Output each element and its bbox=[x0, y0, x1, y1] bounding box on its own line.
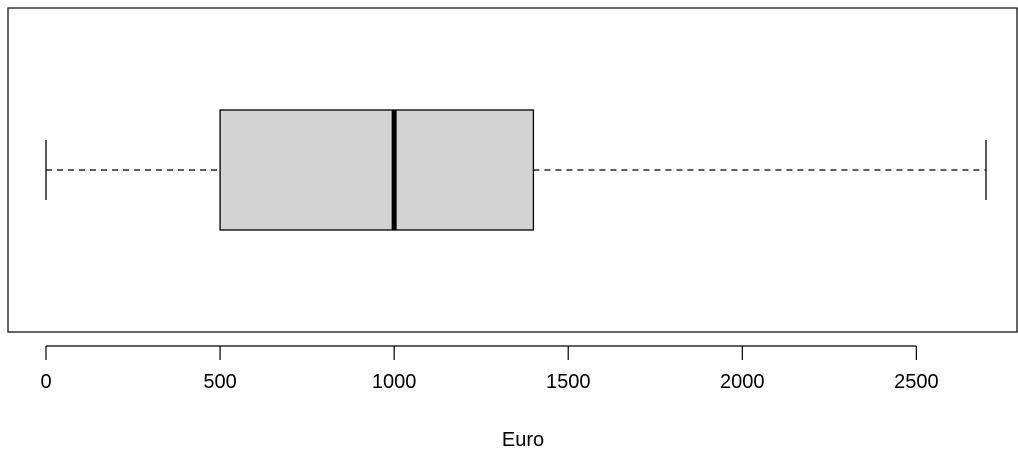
plot-frame bbox=[7, 7, 1018, 333]
x-tick-label: 2000 bbox=[720, 371, 765, 393]
x-tick-label: 500 bbox=[203, 371, 236, 393]
x-tick-label: 2500 bbox=[894, 371, 939, 393]
x-tick-label: 0 bbox=[40, 371, 51, 393]
x-axis-label: Euro bbox=[502, 429, 544, 451]
boxplot-marks bbox=[45, 109, 987, 231]
x-axis: 0 500 1000 1500 2000 2500 bbox=[40, 345, 939, 393]
iqr-box bbox=[219, 109, 535, 231]
x-tick-label: 1000 bbox=[372, 371, 417, 393]
x-tick-label: 1500 bbox=[546, 371, 591, 393]
